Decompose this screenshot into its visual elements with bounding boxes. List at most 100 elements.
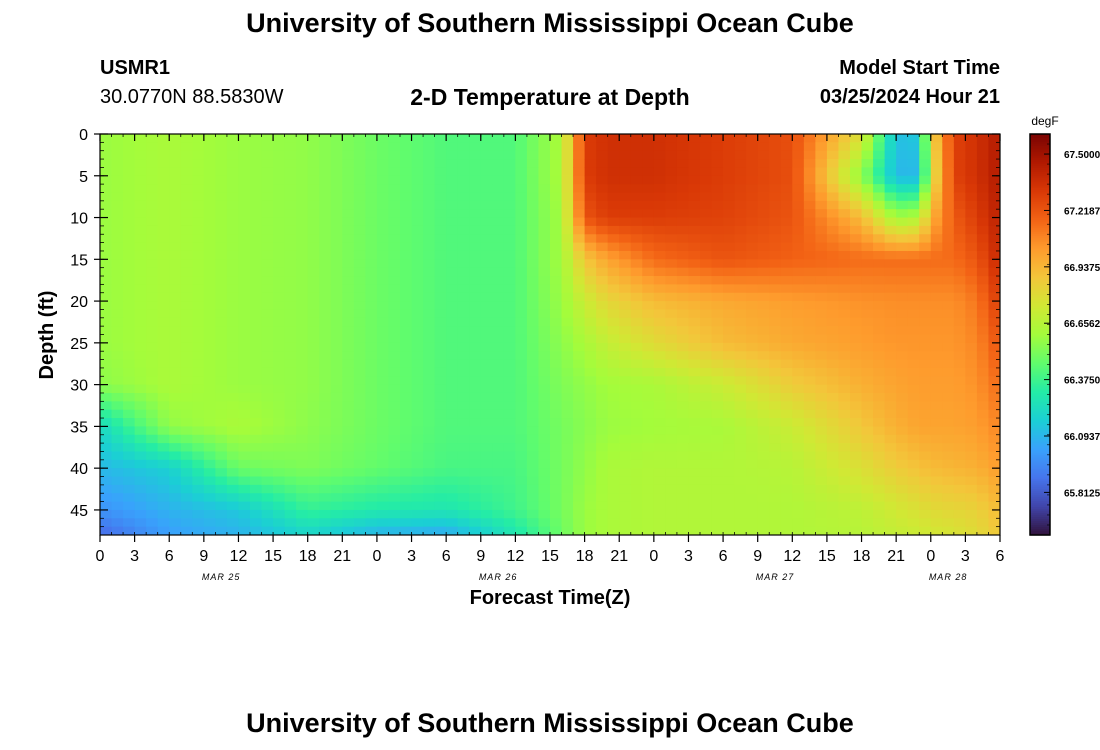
- heatmap-cell: [469, 443, 482, 453]
- heatmap-cell: [330, 451, 343, 461]
- colorbar: 67.500067.218766.937566.656266.375066.09…: [1029, 133, 1100, 536]
- heatmap-cell: [457, 175, 470, 185]
- heatmap-cell: [988, 418, 1000, 427]
- heatmap-cell: [676, 159, 690, 169]
- heatmap-cell: [723, 234, 736, 244]
- heatmap-cell: [965, 292, 978, 302]
- heatmap-cell: [711, 301, 724, 311]
- heatmap-cell: [607, 250, 620, 260]
- heatmap-cell: [503, 167, 516, 177]
- heatmap-cell: [100, 526, 113, 535]
- heatmap-cell: [538, 334, 551, 344]
- heatmap-cell: [134, 301, 147, 311]
- heatmap-cell: [769, 175, 782, 185]
- heatmap-cell: [273, 184, 286, 194]
- heatmap-cell: [734, 250, 747, 260]
- heatmap-cell: [815, 225, 828, 235]
- heatmap-cell: [653, 418, 666, 427]
- heatmap-cell: [792, 225, 805, 235]
- heatmap-cell: [769, 334, 782, 344]
- heatmap-cell: [353, 292, 366, 302]
- heatmap-cell: [619, 175, 632, 185]
- heatmap-cell: [192, 217, 205, 227]
- heatmap-cell: [642, 426, 655, 436]
- date-label: MAR 25: [202, 572, 241, 582]
- heatmap-cell: [723, 384, 736, 394]
- heatmap-cell: [157, 376, 170, 386]
- x-tick-label: 18: [299, 548, 317, 565]
- heatmap-cell: [803, 501, 816, 511]
- colorbar-swatch: [1030, 242, 1050, 245]
- heatmap-cell: [307, 518, 320, 528]
- heatmap-cell: [400, 309, 413, 319]
- heatmap-cell: [930, 359, 943, 369]
- heatmap-cell: [561, 443, 574, 453]
- heatmap-cell: [342, 134, 355, 143]
- heatmap-cell: [330, 376, 343, 386]
- heatmap-cell: [873, 459, 886, 469]
- heatmap-cell: [203, 384, 216, 394]
- heatmap-cell: [884, 367, 897, 377]
- heatmap-cell: [619, 267, 632, 277]
- heatmap-cell: [988, 209, 1000, 219]
- heatmap-cell: [953, 326, 966, 336]
- heatmap-cell: [861, 142, 874, 152]
- heatmap-cell: [376, 150, 390, 160]
- heatmap-cell: [376, 401, 390, 411]
- heatmap-cell: [100, 468, 113, 478]
- heatmap-cell: [550, 384, 563, 394]
- heatmap-cell: [746, 434, 759, 444]
- heatmap-cell: [988, 409, 1000, 419]
- heatmap-cell: [584, 225, 597, 235]
- heatmap-cell: [815, 351, 828, 361]
- heatmap-cell: [423, 192, 436, 202]
- heatmap-cell: [723, 217, 736, 227]
- heatmap-cell: [780, 159, 793, 169]
- heatmap-cell: [134, 401, 147, 411]
- colorbar-swatch: [1030, 504, 1050, 508]
- heatmap-cell: [953, 317, 966, 327]
- heatmap-cell: [700, 217, 713, 227]
- heatmap-cell: [146, 175, 159, 185]
- heatmap-cell: [284, 426, 297, 436]
- heatmap-cell: [134, 225, 147, 235]
- heatmap-cell: [930, 434, 943, 444]
- heatmap-cell: [769, 493, 782, 503]
- heatmap-cell: [642, 317, 655, 327]
- heatmap-cell: [919, 409, 932, 419]
- heatmap-cell: [561, 242, 574, 252]
- heatmap-cell: [457, 418, 470, 427]
- heatmap-cell: [169, 476, 182, 486]
- heatmap-cell: [861, 384, 874, 394]
- colorbar-swatch: [1030, 518, 1050, 522]
- heatmap-cell: [446, 301, 459, 311]
- heatmap-cell: [711, 409, 724, 419]
- heatmap-cell: [146, 309, 159, 319]
- heatmap-cell: [965, 234, 978, 244]
- heatmap-cell: [826, 225, 840, 235]
- heatmap-cell: [700, 175, 713, 185]
- heatmap-cell: [215, 267, 228, 277]
- heatmap-cell: [134, 217, 147, 227]
- heatmap-cell: [815, 401, 828, 411]
- heatmap-cell: [526, 509, 540, 519]
- heatmap-cell: [861, 225, 874, 235]
- heatmap-cell: [538, 443, 551, 453]
- heatmap-cell: [457, 234, 470, 244]
- heatmap-cell: [434, 259, 447, 269]
- heatmap-cell: [180, 234, 193, 244]
- heatmap-cell: [988, 317, 1000, 327]
- heatmap-cell: [111, 276, 124, 285]
- heatmap-cell: [976, 142, 990, 152]
- heatmap-cell: [976, 426, 990, 436]
- heatmap-cell: [388, 367, 401, 377]
- heatmap-cell: [861, 301, 874, 311]
- heatmap-cell: [688, 468, 701, 478]
- heatmap-cell: [607, 317, 620, 327]
- heatmap-cell: [550, 150, 563, 160]
- heatmap-cell: [896, 376, 909, 386]
- heatmap-cell: [642, 134, 655, 143]
- heatmap-cell: [457, 184, 470, 194]
- heatmap-cell: [515, 509, 528, 519]
- heatmap-cell: [169, 234, 182, 244]
